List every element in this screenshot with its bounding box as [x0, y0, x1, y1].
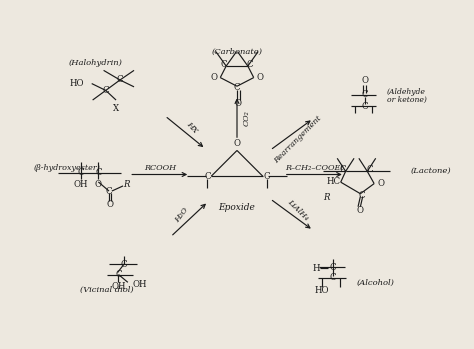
Text: RCOOH: RCOOH — [144, 164, 176, 172]
Text: OH: OH — [133, 281, 147, 289]
Text: (Alcohol): (Alcohol) — [356, 279, 394, 287]
Text: C: C — [362, 102, 368, 111]
Text: O: O — [357, 206, 364, 215]
Text: or ketone): or ketone) — [387, 96, 427, 104]
Text: (Carbonate): (Carbonate) — [211, 47, 263, 55]
Text: R: R — [323, 193, 330, 202]
Text: HC: HC — [326, 177, 340, 186]
Text: C: C — [329, 262, 336, 272]
Text: OH: OH — [73, 180, 88, 189]
Text: C: C — [115, 270, 122, 279]
Text: (Vicinal diol): (Vicinal diol) — [80, 285, 134, 294]
Text: R–CH₂–COOEt: R–CH₂–COOEt — [285, 164, 344, 172]
Text: C: C — [329, 273, 336, 282]
Text: (β-hydroxyester): (β-hydroxyester) — [33, 164, 100, 172]
Text: C: C — [358, 191, 365, 200]
Text: C: C — [263, 172, 270, 181]
Text: X: X — [113, 104, 119, 113]
Text: O: O — [257, 73, 264, 82]
Text: (Lactone): (Lactone) — [410, 167, 451, 175]
Text: (Aldehyde: (Aldehyde — [387, 88, 426, 96]
Text: O: O — [377, 179, 384, 188]
Text: C: C — [77, 168, 84, 177]
Text: C: C — [204, 172, 211, 181]
Text: O: O — [107, 200, 113, 209]
Text: OH: OH — [111, 282, 126, 291]
Text: O: O — [235, 99, 242, 108]
Text: Rearrangement: Rearrangement — [273, 114, 324, 165]
Text: HO: HO — [314, 286, 328, 295]
Text: C: C — [117, 75, 123, 84]
Text: C: C — [106, 187, 112, 195]
Text: HX: HX — [185, 120, 200, 135]
Text: C: C — [366, 165, 373, 174]
Text: C: C — [95, 168, 101, 177]
Text: H₂O: H₂O — [174, 206, 191, 224]
Text: LiAlH₄: LiAlH₄ — [286, 198, 310, 222]
Text: O: O — [361, 76, 368, 85]
Text: C: C — [340, 165, 346, 174]
Text: CO₂: CO₂ — [242, 110, 250, 126]
Text: O: O — [234, 139, 240, 148]
Text: C: C — [220, 60, 227, 69]
Text: C: C — [121, 260, 128, 269]
Text: R: R — [123, 180, 129, 190]
Text: O: O — [95, 180, 102, 189]
Text: C: C — [247, 60, 254, 69]
Text: C: C — [234, 83, 240, 92]
Text: O: O — [210, 73, 217, 82]
Text: (Halohydrin): (Halohydrin) — [68, 59, 122, 67]
Text: Epoxide: Epoxide — [219, 203, 255, 211]
Text: H: H — [313, 264, 320, 273]
Text: HO: HO — [70, 79, 84, 88]
Text: C: C — [102, 86, 109, 95]
Text: C: C — [362, 90, 368, 99]
